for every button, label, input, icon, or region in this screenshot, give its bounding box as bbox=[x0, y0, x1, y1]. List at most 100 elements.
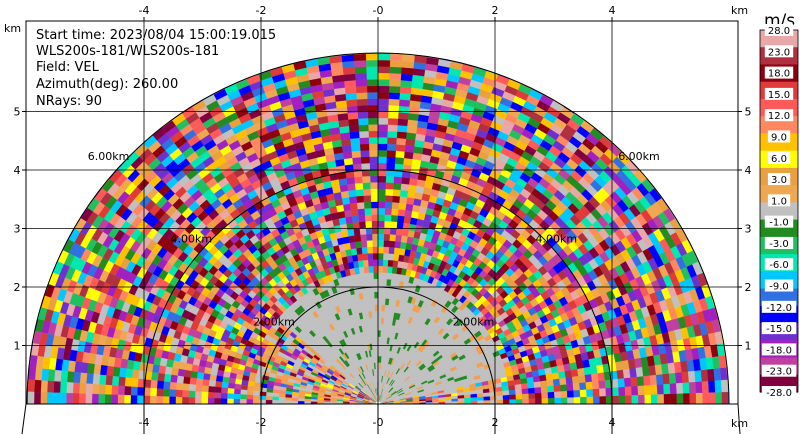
radar-gate bbox=[402, 164, 412, 172]
radar-gate bbox=[386, 137, 397, 145]
radar-gate bbox=[383, 317, 388, 325]
radar-gate bbox=[111, 394, 118, 404]
radar-gate bbox=[402, 222, 410, 231]
radar-gate bbox=[381, 298, 386, 305]
radar-gate bbox=[195, 384, 203, 392]
radar-gate bbox=[149, 395, 157, 404]
x-tick-label: 4 bbox=[609, 416, 616, 429]
radar-gate bbox=[98, 374, 107, 386]
radar-gate bbox=[265, 396, 273, 401]
radar-gate bbox=[162, 388, 170, 397]
radar-gate bbox=[377, 162, 387, 170]
radar-gate bbox=[377, 195, 386, 202]
radar-gate bbox=[368, 130, 379, 138]
radar-gate bbox=[541, 397, 549, 404]
radar-gate bbox=[246, 399, 254, 404]
radar-gate bbox=[385, 175, 395, 183]
radar-gate bbox=[370, 298, 375, 305]
radar-gate bbox=[392, 253, 400, 262]
radar-gate bbox=[377, 92, 390, 99]
radar-gate bbox=[387, 124, 398, 132]
radar-gate bbox=[387, 130, 398, 139]
radar-gate bbox=[385, 188, 394, 196]
radar-gate bbox=[66, 371, 75, 383]
radar-gate bbox=[240, 384, 248, 391]
radar-gate bbox=[528, 398, 536, 404]
radar-gate bbox=[381, 278, 387, 286]
radar-gate bbox=[377, 188, 386, 196]
radar-gate bbox=[405, 138, 416, 147]
radar-gate bbox=[399, 189, 409, 198]
radar-gate bbox=[610, 370, 618, 380]
radar-gate bbox=[470, 400, 478, 404]
radar-gate bbox=[372, 252, 379, 260]
radar-gate bbox=[369, 285, 375, 293]
radar-gate bbox=[367, 117, 379, 125]
radar-gate bbox=[401, 60, 415, 69]
radar-gate bbox=[111, 385, 119, 396]
radar-gate bbox=[364, 207, 372, 216]
radar-gate bbox=[345, 92, 357, 101]
radar-gate bbox=[370, 182, 379, 190]
radar-gate bbox=[377, 304, 382, 312]
radar-gate bbox=[721, 391, 729, 404]
radar-gate bbox=[377, 317, 382, 325]
radar-gate bbox=[363, 195, 372, 203]
radar-gate bbox=[359, 137, 370, 145]
radar-gate bbox=[384, 207, 392, 216]
radar-gate bbox=[372, 240, 379, 247]
radar-gate bbox=[246, 394, 254, 400]
radar-gate bbox=[496, 395, 504, 401]
radar-gate bbox=[346, 176, 355, 185]
radar-gate bbox=[384, 201, 393, 209]
radar-gate bbox=[403, 151, 414, 160]
radar-gate bbox=[117, 394, 125, 404]
radar-gate bbox=[616, 369, 625, 379]
radar-gate bbox=[228, 377, 236, 385]
radar-gate bbox=[351, 215, 360, 223]
radar-gate bbox=[368, 149, 379, 157]
radar-gate bbox=[394, 234, 402, 242]
radar-gate bbox=[341, 144, 352, 153]
radar-gate bbox=[618, 386, 626, 396]
radar-gate bbox=[386, 278, 392, 287]
radar-gate bbox=[397, 118, 409, 127]
radar-gate bbox=[406, 197, 415, 205]
range-ring-label: 6.00km bbox=[88, 150, 130, 163]
radar-gate bbox=[377, 156, 387, 164]
radar-gate bbox=[163, 373, 172, 383]
radar-gate bbox=[389, 60, 403, 68]
radar-gate bbox=[291, 397, 299, 402]
radar-gate bbox=[669, 382, 677, 394]
radar-gate bbox=[377, 124, 388, 132]
radar-gate bbox=[508, 389, 516, 395]
radar-gate bbox=[365, 59, 379, 67]
radar-gate bbox=[399, 92, 411, 101]
radar-gate bbox=[355, 189, 364, 197]
x-tick-label: -4 bbox=[139, 416, 150, 429]
radar-gate bbox=[349, 137, 360, 146]
radar-gate bbox=[382, 253, 389, 261]
radar-gate bbox=[360, 240, 368, 248]
radar-gate bbox=[623, 377, 632, 387]
radar-gate bbox=[368, 265, 374, 273]
radar-gate bbox=[522, 398, 530, 404]
radar-gate bbox=[668, 372, 677, 384]
radar-gate bbox=[399, 241, 407, 250]
radar-gate bbox=[384, 195, 393, 203]
radar-gate bbox=[547, 391, 555, 399]
radar-gate bbox=[396, 215, 405, 223]
radar-gate bbox=[157, 372, 165, 382]
radar-gate bbox=[377, 66, 390, 74]
radar-gate bbox=[591, 372, 599, 382]
radar-gate bbox=[377, 137, 388, 144]
radar-gate bbox=[374, 304, 379, 312]
radar-gate bbox=[554, 391, 562, 398]
radar-gate bbox=[371, 220, 379, 228]
radar-gate bbox=[214, 398, 221, 404]
radar-gate bbox=[370, 291, 375, 299]
radar-gate bbox=[188, 390, 196, 398]
radar-gate bbox=[118, 367, 127, 378]
radar-gate bbox=[381, 285, 387, 293]
radar-gate bbox=[366, 85, 379, 93]
